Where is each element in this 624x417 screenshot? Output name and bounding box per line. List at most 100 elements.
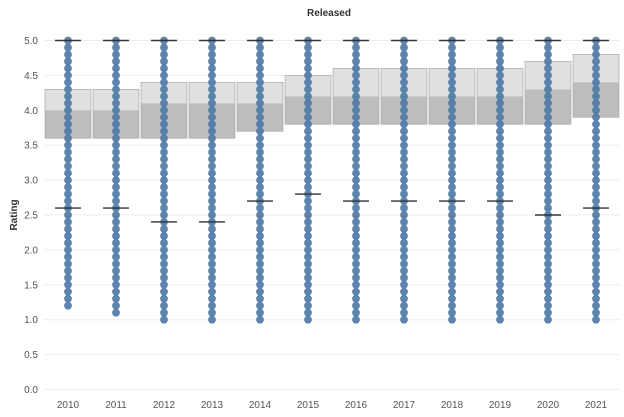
- rating-dot[interactable]: [112, 169, 120, 178]
- rating-dot[interactable]: [304, 43, 312, 52]
- rating-dot[interactable]: [592, 43, 600, 52]
- rating-dot[interactable]: [208, 239, 216, 247]
- rating-dot[interactable]: [352, 315, 360, 324]
- rating-dot[interactable]: [64, 197, 72, 205]
- rating-dot[interactable]: [592, 266, 600, 275]
- rating-dot[interactable]: [544, 92, 552, 101]
- rating-dot[interactable]: [160, 183, 168, 191]
- rating-dot[interactable]: [400, 211, 408, 219]
- rating-dot[interactable]: [592, 280, 600, 289]
- rating-dot[interactable]: [400, 294, 408, 303]
- rating-dot[interactable]: [64, 246, 72, 254]
- rating-dot[interactable]: [352, 266, 360, 275]
- rating-dot[interactable]: [400, 169, 408, 178]
- rating-dot[interactable]: [160, 78, 168, 87]
- rating-dot[interactable]: [496, 155, 504, 164]
- rating-dot[interactable]: [496, 99, 504, 108]
- rating-dot[interactable]: [592, 169, 600, 178]
- rating-dot[interactable]: [352, 50, 360, 59]
- rating-dot[interactable]: [208, 301, 216, 310]
- rating-dot[interactable]: [160, 287, 168, 296]
- rating-dot[interactable]: [544, 252, 552, 261]
- rating-dot[interactable]: [592, 141, 600, 150]
- rating-dot[interactable]: [256, 78, 264, 87]
- rating-dot[interactable]: [448, 266, 456, 275]
- rating-dot[interactable]: [496, 120, 504, 129]
- rating-dot[interactable]: [304, 301, 312, 310]
- rating-dot[interactable]: [160, 294, 168, 303]
- rating-dot[interactable]: [592, 78, 600, 87]
- rating-dot[interactable]: [112, 134, 120, 143]
- rating-dot[interactable]: [208, 294, 216, 303]
- rating-dot[interactable]: [64, 287, 72, 296]
- rating-dot[interactable]: [592, 197, 600, 205]
- rating-dot[interactable]: [544, 78, 552, 87]
- rating-dot[interactable]: [352, 190, 360, 198]
- rating-dot[interactable]: [256, 211, 264, 219]
- rating-dot[interactable]: [448, 218, 456, 226]
- rating-dot[interactable]: [160, 225, 168, 233]
- rating-dot[interactable]: [112, 141, 120, 150]
- rating-dot[interactable]: [544, 106, 552, 115]
- rating-dot[interactable]: [304, 280, 312, 289]
- rating-dot[interactable]: [352, 155, 360, 164]
- rating-dot[interactable]: [304, 308, 312, 317]
- rating-dot[interactable]: [160, 134, 168, 143]
- rating-dot[interactable]: [160, 85, 168, 94]
- rating-dot[interactable]: [544, 280, 552, 289]
- rating-dot[interactable]: [256, 246, 264, 254]
- rating-dot[interactable]: [352, 246, 360, 254]
- rating-dot[interactable]: [160, 176, 168, 185]
- rating-dot[interactable]: [304, 218, 312, 226]
- rating-dot[interactable]: [208, 176, 216, 185]
- rating-dot[interactable]: [448, 134, 456, 143]
- rating-dot[interactable]: [448, 183, 456, 191]
- rating-dot[interactable]: [400, 64, 408, 73]
- rating-dot[interactable]: [592, 190, 600, 198]
- rating-dot[interactable]: [544, 162, 552, 171]
- rating-dot[interactable]: [592, 259, 600, 268]
- rating-dot[interactable]: [592, 183, 600, 191]
- rating-dot[interactable]: [544, 134, 552, 143]
- rating-dot[interactable]: [496, 64, 504, 73]
- rating-dot[interactable]: [352, 183, 360, 191]
- rating-dot[interactable]: [208, 204, 216, 212]
- rating-dot[interactable]: [112, 232, 120, 240]
- rating-dot[interactable]: [352, 273, 360, 282]
- rating-dot[interactable]: [400, 246, 408, 254]
- rating-dot[interactable]: [64, 266, 72, 275]
- rating-dot[interactable]: [544, 218, 552, 226]
- rating-dot[interactable]: [304, 183, 312, 191]
- rating-dot[interactable]: [160, 273, 168, 282]
- rating-dot[interactable]: [112, 183, 120, 191]
- rating-dot[interactable]: [592, 134, 600, 143]
- rating-dot[interactable]: [352, 162, 360, 171]
- rating-dot[interactable]: [352, 280, 360, 289]
- rating-dot[interactable]: [64, 120, 72, 129]
- rating-dot[interactable]: [64, 57, 72, 66]
- rating-dot[interactable]: [304, 120, 312, 129]
- rating-dot[interactable]: [496, 204, 504, 212]
- rating-dot[interactable]: [400, 134, 408, 143]
- rating-dot[interactable]: [160, 71, 168, 80]
- rating-dot[interactable]: [112, 239, 120, 247]
- rating-dot[interactable]: [352, 232, 360, 240]
- rating-dot[interactable]: [304, 266, 312, 275]
- rating-dot[interactable]: [160, 280, 168, 289]
- rating-dot[interactable]: [448, 141, 456, 150]
- rating-dot[interactable]: [160, 246, 168, 254]
- rating-dot[interactable]: [160, 252, 168, 261]
- rating-dot[interactable]: [208, 155, 216, 164]
- rating-dot[interactable]: [400, 252, 408, 261]
- rating-dot[interactable]: [544, 273, 552, 282]
- rating-dot[interactable]: [160, 148, 168, 157]
- rating-dot[interactable]: [400, 155, 408, 164]
- rating-dot[interactable]: [592, 301, 600, 310]
- rating-dot[interactable]: [64, 169, 72, 178]
- rating-dot[interactable]: [544, 169, 552, 178]
- rating-dot[interactable]: [544, 155, 552, 164]
- rating-dot[interactable]: [496, 190, 504, 198]
- rating-dot[interactable]: [208, 99, 216, 108]
- rating-dot[interactable]: [64, 113, 72, 122]
- rating-dot[interactable]: [304, 162, 312, 171]
